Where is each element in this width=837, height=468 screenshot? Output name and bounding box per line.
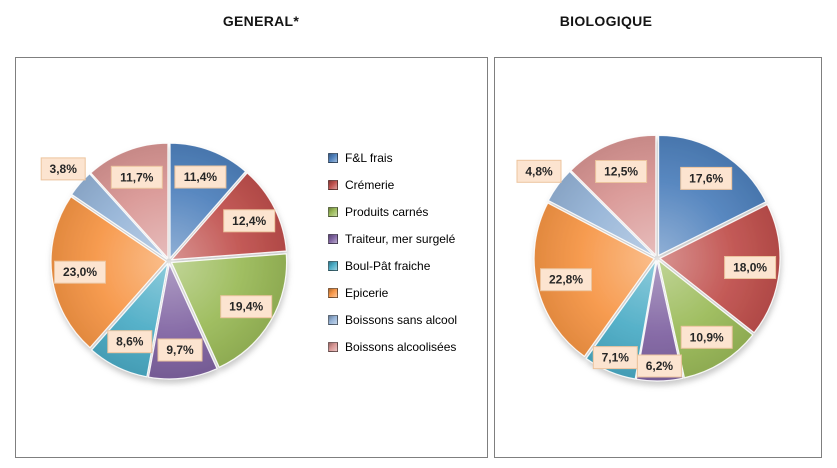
legend-item-label: Boissons alcoolisées <box>345 340 457 354</box>
data-label: 23,0% <box>54 260 106 284</box>
svg-text:17,6%: 17,6% <box>689 171 723 185</box>
data-label: 18,0% <box>724 256 777 279</box>
svg-text:12,5%: 12,5% <box>604 165 638 179</box>
data-label: 6,2% <box>636 354 682 378</box>
data-label: 22,8% <box>540 268 592 292</box>
legend-item: Boissons alcoolisées <box>328 341 457 353</box>
legend-color-swatch <box>328 234 338 244</box>
data-label: 3,8% <box>40 157 86 181</box>
legend-item-label: Produits carnés <box>345 205 429 219</box>
pie-slice-Crémerie <box>659 204 781 334</box>
legend-item-label: Boul-Pât fraiche <box>345 259 431 273</box>
svg-text:11,7%: 11,7% <box>120 170 154 184</box>
data-label: 17,6% <box>680 166 733 190</box>
data-label: 7,1% <box>592 346 638 370</box>
svg-text:23,0%: 23,0% <box>63 265 97 279</box>
legend-item-label: Epicerie <box>345 286 389 300</box>
legend-item: Produits carnés <box>328 206 457 218</box>
legend-color-swatch <box>328 207 338 217</box>
svg-text:18,0%: 18,0% <box>733 261 767 275</box>
data-label: 12,5% <box>595 160 648 183</box>
legend-item: Crémerie <box>328 179 457 191</box>
svg-text:19,4%: 19,4% <box>229 300 263 314</box>
svg-text:7,1%: 7,1% <box>602 351 630 365</box>
data-label: 11,4% <box>174 165 227 189</box>
data-label: 12,4% <box>223 209 276 233</box>
svg-text:3,8%: 3,8% <box>50 162 78 176</box>
legend-item-label: F&L frais <box>345 151 393 165</box>
legend-item: F&L frais <box>328 152 457 164</box>
data-label: 10,9% <box>680 325 733 349</box>
data-label: 11,7% <box>110 165 163 189</box>
svg-text:9,7%: 9,7% <box>166 343 194 357</box>
data-label: 4,8% <box>516 159 562 183</box>
legend-item: Boissons sans alcool <box>328 314 457 326</box>
legend-item: Traiteur, mer surgelé <box>328 233 457 245</box>
pie-slice-Traiteur, mer surgelé <box>635 260 684 382</box>
svg-text:6,2%: 6,2% <box>646 359 674 373</box>
legend-color-swatch <box>328 153 338 163</box>
legend-color-swatch <box>328 315 338 325</box>
pie-slice-Boissons sans alcool <box>71 173 168 260</box>
data-label: 9,7% <box>157 338 203 362</box>
pie-slice-F&L frais <box>657 134 767 257</box>
pie-slice-Boissons sans alcool <box>547 170 656 257</box>
svg-text:11,4%: 11,4% <box>184 170 218 184</box>
legend-color-swatch <box>328 180 338 190</box>
legend-item-label: Boissons sans alcool <box>345 313 458 327</box>
legend-color-swatch <box>328 288 338 298</box>
pie-slice-Epicerie <box>50 196 167 349</box>
legend-color-swatch <box>328 261 338 271</box>
svg-text:10,9%: 10,9% <box>690 330 724 344</box>
svg-text:22,8%: 22,8% <box>549 273 583 287</box>
svg-text:12,4%: 12,4% <box>232 214 266 228</box>
biologique-pie-chart-panel: 17,6% 18,0% 10,9% 6,2% 7,1% 22,8% 4,8% 12,5% <box>494 57 822 458</box>
legend-item-label: Crémerie <box>345 178 395 192</box>
svg-text:4,8%: 4,8% <box>525 164 553 178</box>
pie-slice-Epicerie <box>533 202 655 357</box>
chart-title-biologique: BIOLOGIQUE <box>559 13 653 29</box>
legend-item: Boul-Pât fraiche <box>328 260 457 272</box>
data-label: 19,4% <box>220 295 273 319</box>
data-label: 8,6% <box>107 330 153 354</box>
legend-item-label: Traiteur, mer surgelé <box>345 232 456 246</box>
pie-chart-general: 11,4% 12,4% 19,4% 9,7% 8,6% 23,0% 3,8% 11,7% <box>40 142 288 380</box>
legend-item: Epicerie <box>328 287 457 299</box>
legend-color-swatch <box>328 342 338 352</box>
chart-title-general: GENERAL* <box>222 13 300 29</box>
general-pie-chart-panel: F&L frais Crémerie Produits carnés Traiteur… <box>15 57 488 458</box>
pie-chart-biologique: 17,6% 18,0% 10,9% 6,2% 7,1% 22,8% 4,8% 12,5% <box>516 134 781 382</box>
chart-legend: F&L frais Crémerie Produits carnés Traiteur… <box>328 152 457 353</box>
svg-text:8,6%: 8,6% <box>116 335 144 349</box>
